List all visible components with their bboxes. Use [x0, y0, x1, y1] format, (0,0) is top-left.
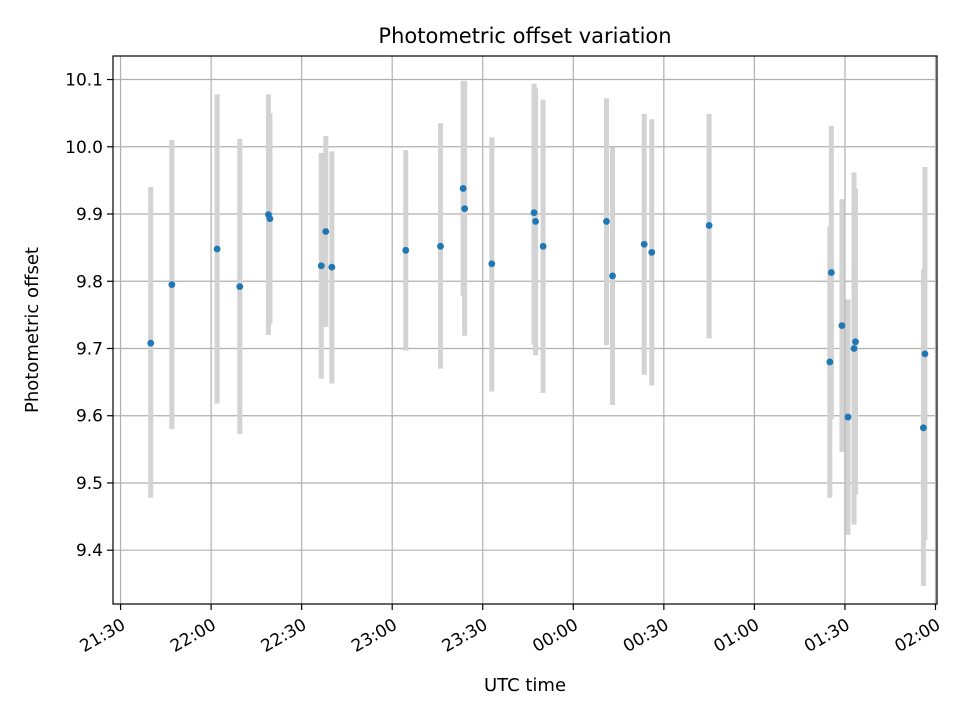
- data-point: [640, 240, 648, 248]
- y-tick-label: 9.5: [76, 474, 103, 494]
- y-tick-label: 9.6: [76, 407, 103, 427]
- data-point: [603, 218, 610, 225]
- y-tick-label: 10.0: [65, 138, 103, 158]
- data-point: [147, 339, 155, 347]
- data-point: [844, 413, 852, 421]
- chart-title: Photometric offset variation: [378, 24, 671, 48]
- plot-frame: [112, 55, 938, 605]
- data-point: [461, 205, 469, 213]
- y-tick-label: 9.9: [76, 205, 103, 225]
- data-point: [488, 260, 496, 268]
- y-axis-label: Photometric offset: [22, 247, 43, 413]
- data-point: [437, 242, 444, 250]
- data-point: [539, 242, 547, 250]
- data-point: [826, 358, 834, 366]
- data-point: [402, 246, 410, 254]
- data-point: [920, 424, 927, 432]
- data-point: [213, 245, 221, 253]
- y-tick-label: 10.1: [65, 71, 103, 91]
- data-point: [168, 281, 176, 289]
- y-tick-label: 9.8: [76, 272, 103, 292]
- data-point: [705, 222, 713, 229]
- y-tick-label: 9.7: [76, 339, 103, 359]
- data-point: [850, 345, 858, 352]
- data-point: [459, 185, 467, 192]
- data-point: [921, 350, 929, 358]
- data-point: [266, 215, 274, 223]
- data-point: [317, 262, 325, 270]
- data-point: [838, 322, 846, 330]
- data-point: [322, 228, 330, 235]
- grid: [113, 56, 937, 604]
- y-axis: 9.4 9.5 9.6 9.7 9.8 9.9 10.0 10.1: [65, 71, 113, 561]
- data-point: [827, 269, 835, 276]
- data-point: [852, 338, 859, 346]
- data-point: [530, 209, 538, 217]
- data-point: [236, 283, 244, 291]
- x-axis-label: UTC time: [484, 675, 566, 696]
- data-point: [648, 248, 656, 256]
- data-points: [147, 185, 929, 432]
- data-point: [328, 263, 336, 271]
- data-point: [532, 218, 539, 225]
- data-point: [609, 272, 616, 280]
- y-tick-label: 9.4: [76, 541, 103, 561]
